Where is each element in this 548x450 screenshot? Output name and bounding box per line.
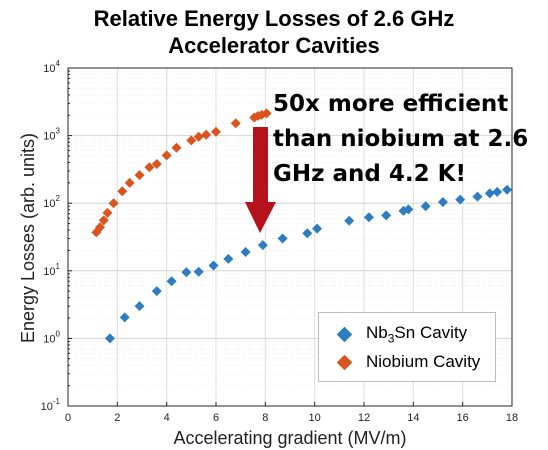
arrow-shaft (253, 127, 268, 204)
nb3sn-point (312, 223, 323, 234)
nb3sn-point (492, 186, 503, 197)
niobium-point (230, 118, 241, 129)
y-tick-label: 101 (43, 262, 60, 278)
niobium-point (193, 131, 204, 142)
nb3sn-point (257, 240, 268, 251)
x-tick-label: 16 (457, 412, 469, 424)
x-tick-label: 12 (358, 412, 370, 424)
nb3sn-point (472, 191, 483, 202)
nb3sn-point (420, 201, 431, 212)
x-tick-label: 2 (114, 412, 120, 424)
niobium-point (171, 142, 182, 153)
nb3sn-point (455, 194, 466, 205)
x-tick-label: 6 (213, 412, 219, 424)
nb3sn-point (344, 215, 355, 226)
nb3sn-point (223, 253, 234, 264)
legend-label-nb3sn: Nb3Sn Cavity (366, 322, 468, 346)
diamond-marker-icon (336, 354, 353, 370)
x-tick-label: 14 (407, 412, 419, 424)
nb3sn-point (193, 266, 204, 277)
nb3sn-point (181, 267, 192, 278)
legend-label-niobium: Niobium Cavity (366, 352, 481, 371)
legend-item-niobium: Niobium Cavity (319, 349, 480, 375)
niobium-point (201, 129, 212, 140)
axes (67, 67, 513, 407)
nb3sn-point (119, 312, 130, 323)
y-tick-label: 104 (43, 59, 60, 75)
x-tick-label: 10 (309, 412, 321, 424)
niobium-point (134, 170, 145, 181)
nb3sn-point (151, 286, 162, 297)
nb3sn-point (403, 204, 414, 215)
niobium-point (144, 162, 155, 173)
y-axis-label: Energy Losses (arb. units) (18, 133, 38, 343)
x-tick-label: 0 (65, 412, 71, 424)
y-tick-label: 102 (43, 194, 60, 210)
niobium-point (161, 150, 172, 161)
niobium-point (211, 126, 221, 137)
niobium-point (124, 177, 135, 188)
annotation-line-3: GHz and 4.2 K! (273, 161, 466, 187)
y-tick-label: 10-1 (41, 397, 61, 413)
nb3sn-point (437, 197, 448, 208)
legend-item-nb3sn: Nb3Sn Cavity (319, 321, 467, 347)
x-axis-label: Accelerating gradient (MV/m) (173, 428, 406, 448)
arrow-head (245, 202, 276, 233)
series-layer (91, 108, 513, 344)
annotation-line-2: than niobium at 2.6 (273, 126, 529, 152)
nb3sn-point (134, 301, 145, 312)
niobium-point (151, 159, 162, 170)
diamond-marker-icon (336, 326, 353, 342)
nb3sn-point (484, 188, 495, 199)
nb3sn-point (381, 210, 392, 221)
nb3sn-point (104, 333, 115, 344)
x-tick-label: 8 (262, 412, 268, 424)
nb3sn-point (302, 228, 313, 239)
niobium-point (186, 135, 197, 146)
nb3sn-point (208, 260, 219, 271)
nb3sn-point (363, 212, 374, 223)
chart-title-line-2: Accelerator Cavities (168, 33, 380, 58)
x-tick-label: 4 (164, 412, 170, 424)
axes-box (67, 67, 513, 407)
niobium-point (95, 222, 106, 233)
x-tick-label: 18 (506, 412, 518, 424)
niobium-point (261, 108, 272, 119)
nb3sn-point (240, 246, 251, 257)
nb3sn-point (166, 276, 177, 287)
annotation-arrow (245, 127, 276, 233)
nb3sn-point (277, 233, 288, 244)
chart-title-line-1: Relative Energy Losses of 2.6 GHz (93, 6, 455, 31)
y-tick-label: 103 (43, 127, 60, 143)
niobium-point (108, 198, 119, 209)
niobium-point (98, 215, 109, 226)
legend: Nb3Sn Cavity Niobium Cavity (318, 312, 496, 382)
niobium-point (102, 207, 113, 218)
y-tick-label: 100 (43, 329, 60, 345)
nb3sn-point (502, 184, 513, 195)
niobium-point (117, 186, 128, 197)
annotation-line-1: 50x more efficient (273, 91, 509, 117)
